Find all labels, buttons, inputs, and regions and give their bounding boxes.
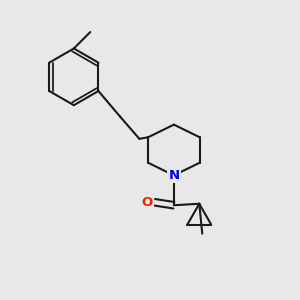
Text: O: O bbox=[141, 196, 153, 209]
Text: N: N bbox=[168, 169, 179, 182]
